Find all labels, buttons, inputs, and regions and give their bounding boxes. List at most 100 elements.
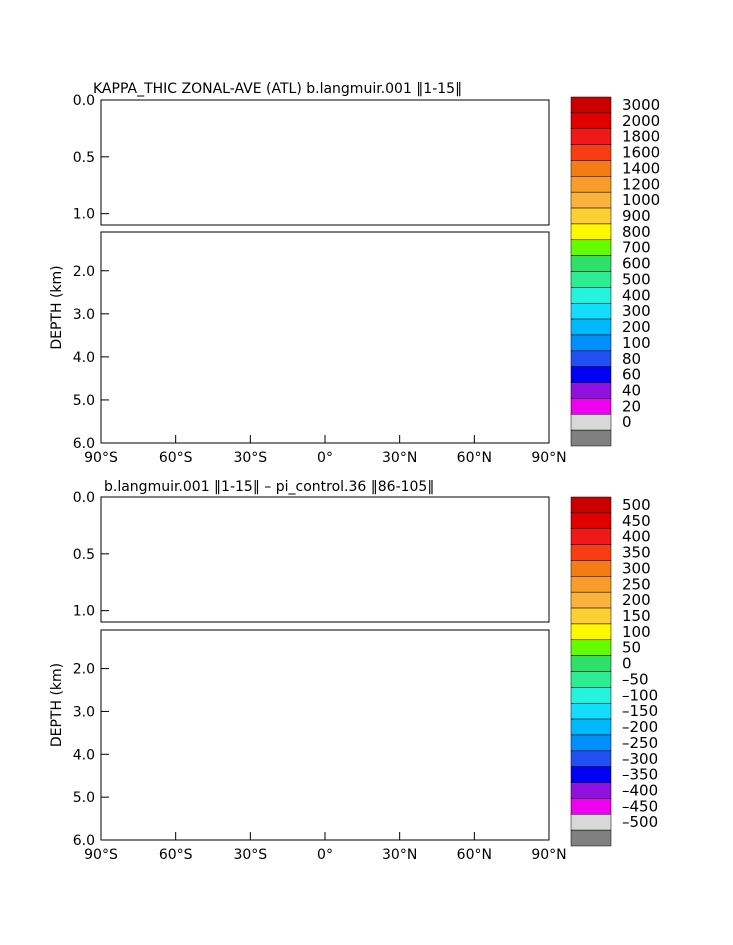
colorbar-swatch <box>570 702 612 720</box>
chart-title: KAPPA_THIC ZONAL-AVE (ATL) b.langmuir.00… <box>93 81 462 97</box>
colorbar-label: 400 <box>622 528 651 546</box>
colorbar-swatch <box>570 255 612 272</box>
y-tick-label: 5.0 <box>73 790 95 806</box>
colorbar-label: 900 <box>622 207 651 225</box>
colorbar-label: 2000 <box>622 112 660 130</box>
x-tick-label: 60°N <box>457 847 492 863</box>
colorbar-swatch <box>570 350 612 367</box>
colorbar-swatch <box>570 112 612 129</box>
y-tick-label: 6.0 <box>73 833 95 849</box>
colorbar-label: –400 <box>622 781 658 799</box>
colorbar-label: 300 <box>622 302 651 320</box>
colorbar-swatch <box>570 512 612 529</box>
colorbar-swatch <box>570 560 612 577</box>
colorbar-swatch <box>570 798 612 815</box>
colorbar-label: 60 <box>622 366 641 384</box>
colorbar-swatch <box>570 655 612 672</box>
y-tick-label: 3.0 <box>73 307 95 323</box>
colorbar-label: 1000 <box>622 191 660 209</box>
y-tick-label: 3.0 <box>73 704 95 720</box>
colorbar-label: –250 <box>622 734 658 752</box>
colorbar-label: 1400 <box>622 159 660 177</box>
y-tick-label: 0.5 <box>73 547 95 563</box>
x-tick-label: 30°N <box>382 450 417 466</box>
colorbar-label: 0 <box>622 413 632 431</box>
colorbar-swatch <box>570 96 612 114</box>
x-tick-label: 90°S <box>84 847 118 863</box>
y-tick-label: 1.0 <box>73 207 95 223</box>
colorbar-label: 150 <box>622 607 651 625</box>
colorbar-label: 80 <box>622 350 641 368</box>
x-tick-label: 0° <box>317 450 333 466</box>
x-tick-label: 30°S <box>233 450 267 466</box>
panel-difference: b.langmuir.001 ‖1-15‖ – pi_control.36 ‖8… <box>49 479 658 863</box>
y-tick-label: 0.5 <box>73 150 95 166</box>
colorbar-swatch <box>570 639 612 656</box>
lower-frame <box>100 629 550 841</box>
colorbar-swatch <box>570 191 612 209</box>
x-tick-label: 60°S <box>159 450 193 466</box>
colorbar-label: 300 <box>622 559 651 577</box>
colorbar-label: –500 <box>622 813 658 831</box>
colorbar-label: –200 <box>622 718 658 736</box>
colorbar-label: 200 <box>622 318 651 336</box>
colorbar-swatch <box>570 239 612 256</box>
colorbar-label: 50 <box>622 639 641 657</box>
colorbar-swatch <box>570 287 612 304</box>
colorbar-swatch <box>570 176 612 193</box>
colorbar-swatch <box>570 160 612 177</box>
y-tick-label: 0.0 <box>73 490 95 506</box>
colorbar-label: –100 <box>622 686 658 704</box>
colorbar-swatch <box>570 223 612 241</box>
colorbar-label: 700 <box>622 239 651 257</box>
colorbar-swatch <box>570 271 612 288</box>
y-tick-label: 2.0 <box>73 662 95 678</box>
colorbar-label: 0 <box>622 655 632 673</box>
y-tick-label: 6.0 <box>73 436 95 452</box>
colorbar-swatch <box>570 718 612 736</box>
colorbar-label: 200 <box>622 591 651 609</box>
lower-frame <box>100 231 550 444</box>
colorbar-swatch <box>570 528 612 545</box>
x-tick-label: 0° <box>317 847 333 863</box>
colorbar-label: –450 <box>622 797 658 815</box>
y-tick-label: 1.0 <box>73 604 95 620</box>
colorbar-label: 350 <box>622 544 651 562</box>
y-tick-label: 0.0 <box>73 93 95 109</box>
colorbar-swatch <box>570 302 612 320</box>
panel-kappa-thic: KAPPA_THIC ZONAL-AVE (ATL) b.langmuir.00… <box>49 81 660 466</box>
colorbar-label: –150 <box>622 702 658 720</box>
colorbar-swatch <box>570 591 612 609</box>
colorbar-swatch <box>570 671 612 688</box>
colorbar-swatch <box>570 496 612 514</box>
colorbar-swatch <box>570 398 612 415</box>
colorbar-swatch <box>570 382 612 399</box>
colorbar-label: 600 <box>622 255 651 273</box>
x-tick-label: 60°N <box>457 450 492 466</box>
colorbar-label: 250 <box>622 575 651 593</box>
colorbar-label: 800 <box>622 223 651 241</box>
colorbar-swatch <box>570 750 612 767</box>
x-tick-label: 90°S <box>84 450 118 466</box>
chart-title: b.langmuir.001 ‖1-15‖ – pi_control.36 ‖8… <box>104 479 434 495</box>
colorbar-label: 500 <box>622 496 651 514</box>
colorbar-swatch <box>570 128 612 145</box>
colorbar-label: –300 <box>622 750 658 768</box>
x-tick-label: 90°N <box>531 847 566 863</box>
colorbar-swatch <box>570 318 612 336</box>
x-tick-label: 30°N <box>382 847 417 863</box>
colorbar-label: 500 <box>622 270 651 288</box>
colorbar-swatch <box>570 414 612 431</box>
y-axis-label: DEPTH (km) <box>49 663 65 747</box>
colorbar-swatch <box>570 366 612 383</box>
y-tick-label: 2.0 <box>73 264 95 280</box>
colorbar-swatch <box>570 782 612 799</box>
y-axis-label: DEPTH (km) <box>49 265 65 349</box>
x-tick-label: 90°N <box>531 450 566 466</box>
colorbar-swatch <box>570 429 612 447</box>
colorbar-label: 3000 <box>622 96 660 114</box>
colorbar-swatch <box>570 576 612 593</box>
x-tick-label: 60°S <box>159 847 193 863</box>
colorbar-swatch <box>570 544 612 561</box>
